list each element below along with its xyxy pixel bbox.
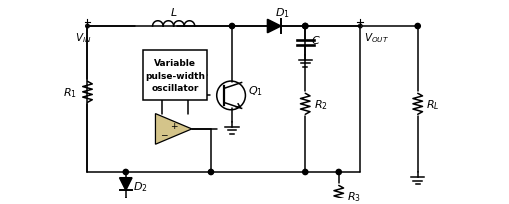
Circle shape	[414, 24, 419, 30]
Text: $+$: $+$	[170, 121, 179, 130]
Bar	[142, 51, 207, 101]
Text: $C$: $C$	[311, 34, 321, 45]
Text: $D_2$: $D_2$	[133, 179, 148, 193]
Circle shape	[302, 24, 307, 30]
Text: $Q_1$: $Q_1$	[248, 84, 263, 97]
Text: $V_{IN}$: $V_{IN}$	[75, 31, 92, 45]
Circle shape	[123, 170, 128, 175]
Polygon shape	[267, 20, 280, 33]
Text: $R_3$: $R_3$	[347, 189, 361, 203]
Polygon shape	[119, 178, 132, 190]
Text: $R_2$: $R_2$	[313, 97, 327, 111]
Circle shape	[229, 24, 234, 30]
Text: Variable: Variable	[154, 59, 195, 68]
Text: $V_{OUT}$: $V_{OUT}$	[363, 31, 388, 45]
Polygon shape	[155, 114, 191, 144]
Text: $D_1$: $D_1$	[274, 7, 289, 20]
Text: $R_1$: $R_1$	[63, 85, 77, 99]
Circle shape	[302, 24, 307, 30]
Circle shape	[302, 170, 307, 175]
Text: $-$: $-$	[159, 129, 168, 137]
Circle shape	[335, 170, 341, 175]
Text: oscillator: oscillator	[151, 84, 198, 93]
Text: $R_L$: $R_L$	[426, 97, 439, 111]
Circle shape	[208, 170, 213, 175]
Text: pulse-width: pulse-width	[145, 71, 205, 80]
Text: $L$: $L$	[169, 7, 177, 18]
